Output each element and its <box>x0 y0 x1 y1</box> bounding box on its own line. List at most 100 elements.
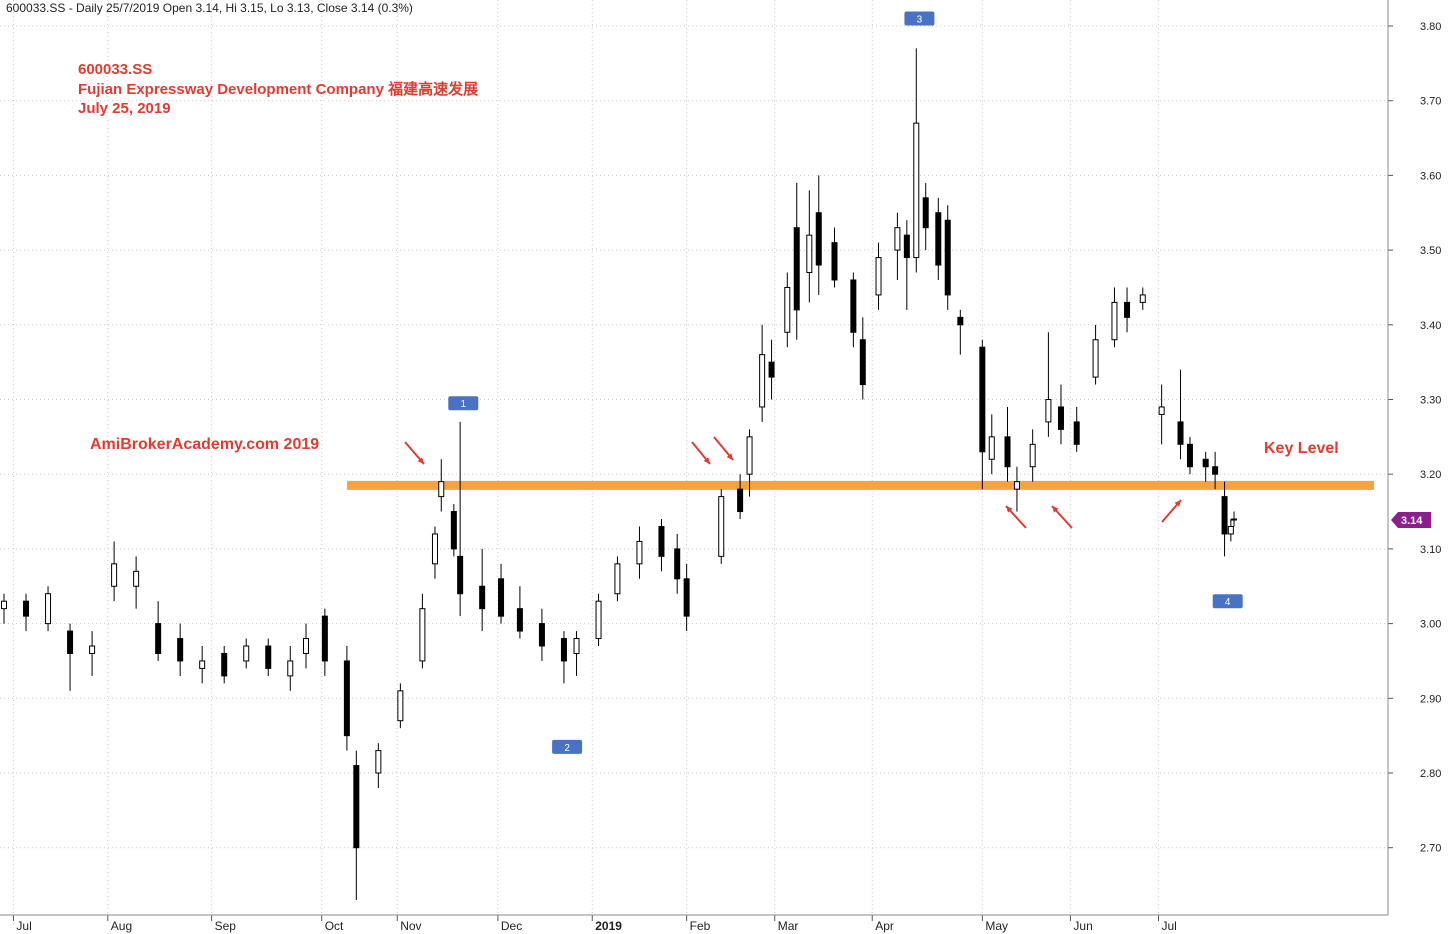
candle <box>806 190 813 303</box>
candle <box>1227 519 1234 542</box>
candle-body <box>353 765 360 849</box>
candle <box>221 646 228 684</box>
candle-body <box>457 555 464 595</box>
candle-body <box>419 608 426 662</box>
candle <box>265 638 272 676</box>
candle-body <box>850 279 857 333</box>
last-price-tag-shape <box>1391 512 1431 528</box>
candle-body <box>479 585 486 610</box>
wave-marker: 3 <box>904 11 935 26</box>
key-level-label: Key Level <box>1264 440 1339 457</box>
watermark-label: AmiBrokerAcademy.com 2019 <box>90 436 319 453</box>
candles <box>1 48 1237 900</box>
candle <box>343 646 350 751</box>
candle-body <box>746 436 753 475</box>
arrow-icon <box>1161 499 1182 523</box>
y-tick-label: 2.90 <box>1420 693 1441 705</box>
candle <box>875 242 882 310</box>
candle <box>287 646 294 691</box>
candle-body <box>1158 406 1165 415</box>
candle-body <box>658 525 665 557</box>
wave-marker-label: 1 <box>461 399 467 410</box>
company-label: Fujian Expressway Development Company 福建… <box>78 80 478 98</box>
arrow-head <box>1174 500 1181 507</box>
candle <box>23 593 30 632</box>
candle <box>450 504 457 557</box>
wave-marker-label: 4 <box>1225 597 1231 608</box>
candle <box>831 227 838 288</box>
candle <box>457 421 464 617</box>
candle <box>859 317 866 400</box>
candle-body <box>979 346 986 453</box>
candle <box>111 541 118 602</box>
date-label: July 25, 2019 <box>78 100 171 117</box>
candle <box>1013 466 1020 512</box>
x-tick-label: Oct <box>325 919 344 933</box>
x-tick-label: Mar <box>778 919 799 933</box>
candle-body <box>759 354 766 408</box>
candle <box>1111 287 1118 348</box>
candle <box>538 608 545 661</box>
candle-body <box>133 570 140 587</box>
candle-body <box>199 660 206 669</box>
candle-body <box>45 593 52 625</box>
y-tick-label: 3.50 <box>1420 245 1441 257</box>
wave-markers: 1 2 3 4 <box>448 11 1243 754</box>
candle-body <box>1177 421 1184 445</box>
candle-body <box>1202 458 1209 468</box>
candle-body <box>111 563 118 587</box>
candle-body <box>595 600 602 640</box>
candle <box>155 601 162 661</box>
x-tick-label: Dec <box>501 919 522 933</box>
candle-body <box>1092 339 1099 378</box>
candle <box>903 220 910 310</box>
candle-body <box>831 242 838 281</box>
x-tick-label: Jul <box>16 919 31 933</box>
candle-body <box>221 652 228 677</box>
x-tick-label: May <box>985 919 1008 933</box>
candle <box>1029 429 1036 482</box>
candle-body <box>1045 399 1052 423</box>
x-tick-label: Aug <box>111 919 132 933</box>
wave-marker-box <box>552 739 583 754</box>
arrow-icon <box>691 441 711 465</box>
candle <box>302 623 309 669</box>
candle-body <box>768 361 775 378</box>
wave-marker-label: 3 <box>917 15 923 26</box>
candle-body <box>683 578 690 617</box>
candle-body <box>903 234 910 259</box>
y-tick-label: 2.80 <box>1420 768 1441 780</box>
candle <box>1004 406 1011 482</box>
candle-body <box>321 615 328 662</box>
candle-body <box>1004 436 1011 468</box>
candle-body <box>784 286 791 333</box>
candle-body <box>1212 466 1219 475</box>
arrow-head <box>417 457 424 464</box>
candle-body <box>674 548 681 580</box>
candle <box>1045 332 1052 437</box>
candle-body <box>737 488 744 513</box>
candle <box>768 339 775 400</box>
candle <box>979 339 986 490</box>
candle <box>1139 287 1146 310</box>
candle <box>1 593 7 624</box>
candle-body <box>957 316 964 326</box>
candle-body <box>23 600 30 617</box>
candle-body <box>1029 443 1036 468</box>
x-tick-label: Nov <box>400 919 421 933</box>
candle <box>560 631 567 684</box>
candle <box>1186 436 1193 475</box>
candle-body <box>343 660 350 737</box>
x-tick-label: 2019 <box>595 919 622 933</box>
candle-body <box>944 219 951 296</box>
candle-body <box>302 638 309 654</box>
y-tick-label: 3.10 <box>1420 544 1441 556</box>
candle <box>674 533 681 594</box>
arrow-head <box>726 453 733 460</box>
candle <box>746 429 753 497</box>
candle <box>431 526 438 579</box>
candle-body <box>1111 301 1118 341</box>
